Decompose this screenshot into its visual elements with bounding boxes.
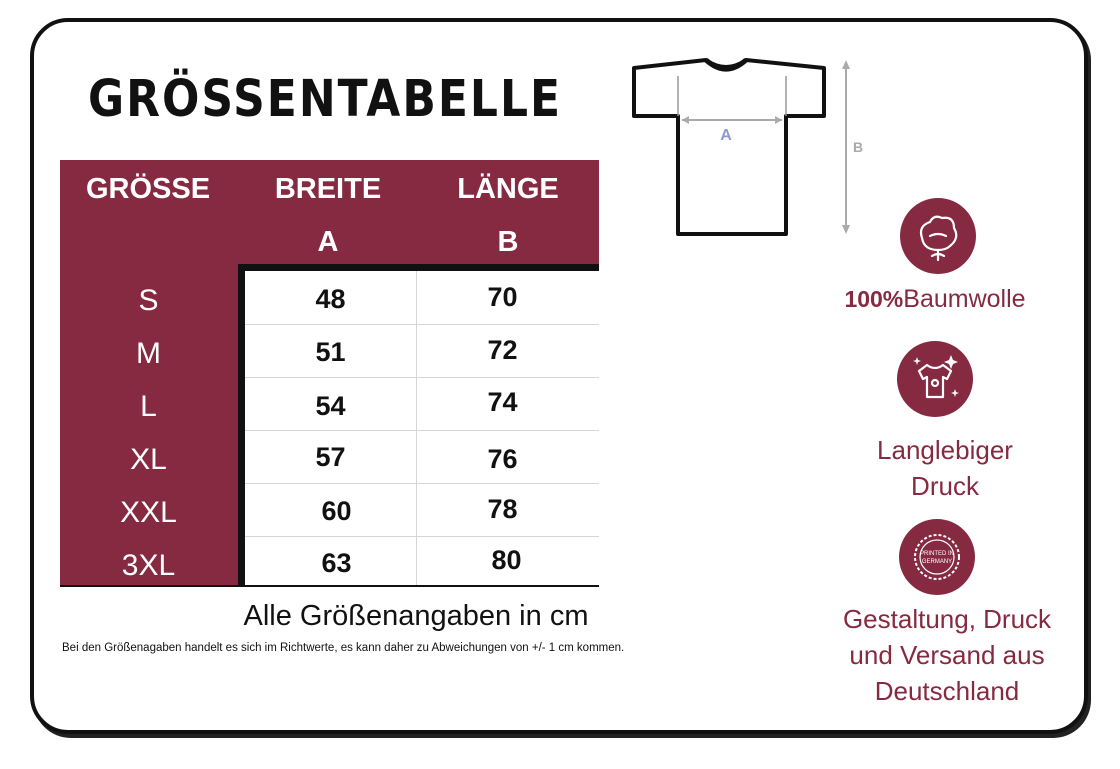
table-row: 63 80 — [245, 536, 599, 589]
table-row: 51 72 — [245, 324, 599, 378]
size-cell: XL — [130, 443, 167, 476]
table-row: 57 76 — [245, 430, 599, 484]
germany-line-2: und Versand aus — [849, 640, 1045, 670]
header-length: LÄNGE — [457, 173, 559, 205]
width-cell: 54 — [315, 391, 346, 421]
width-cell: 57 — [315, 442, 346, 472]
width-cell: 60 — [321, 496, 352, 526]
table-row: 48 70 — [245, 271, 599, 325]
width-cell: 63 — [321, 548, 352, 578]
cotton-label: Baumwolle — [903, 285, 1026, 313]
disclaimer-text: Bei den Größenagaben handelt es sich im … — [62, 642, 625, 654]
page-title: GRÖSSENTABELLE — [88, 70, 563, 129]
feature-print: Langlebiger Druck — [810, 432, 1080, 504]
diagram-label-a: A — [720, 127, 732, 144]
print-line-2: Druck — [911, 471, 979, 501]
header-length-sub: B — [497, 226, 519, 258]
table-bottom-border — [60, 585, 599, 587]
tshirt-sparkle-icon — [897, 341, 973, 417]
feature-cotton: 100%Baumwolle — [800, 285, 1070, 314]
svg-text:GERMANY: GERMANY — [922, 559, 952, 565]
size-cell: L — [140, 390, 157, 423]
length-cell: 72 — [487, 335, 518, 365]
header-width: BREITE — [274, 173, 382, 205]
length-cell: 78 — [487, 494, 518, 524]
print-line-1: Langlebiger — [877, 435, 1013, 465]
diagram-label-b: B — [853, 139, 863, 155]
svg-text:PRINTED IN: PRINTED IN — [920, 551, 954, 557]
measurement-grid: 48 70 51 72 54 74 57 76 60 78 63 80 — [238, 264, 599, 586]
length-cell: 80 — [491, 545, 522, 575]
feature-germany: Gestaltung, Druck und Versand aus Deutsc… — [812, 601, 1082, 709]
tshirt-diagram: A B — [632, 58, 863, 236]
printed-in-germany-badge-icon: PRINTED IN GERMANY — [899, 519, 975, 595]
column-divider — [416, 271, 417, 586]
size-cell: M — [136, 337, 161, 370]
germany-line-3: Deutschland — [874, 676, 1020, 706]
length-cell: 76 — [487, 444, 518, 474]
header-size: GRÖSSE — [85, 173, 211, 205]
length-cell: 70 — [487, 282, 518, 312]
size-cell: 3XL — [121, 549, 176, 582]
germany-line-1: Gestaltung, Druck — [842, 604, 1052, 634]
width-cell: 48 — [315, 284, 346, 314]
table-row: 54 74 — [245, 377, 599, 431]
width-cell: 51 — [315, 337, 346, 367]
header-width-sub: A — [317, 226, 339, 258]
length-cell: 74 — [487, 387, 518, 417]
cotton-icon — [900, 198, 976, 274]
size-cell: XXL — [120, 496, 177, 529]
table-row: 60 78 — [245, 483, 599, 537]
size-cell: S — [138, 284, 159, 317]
cotton-percent: 100% — [844, 286, 904, 312]
unit-note: Alle Größenangaben in cm — [243, 600, 589, 632]
